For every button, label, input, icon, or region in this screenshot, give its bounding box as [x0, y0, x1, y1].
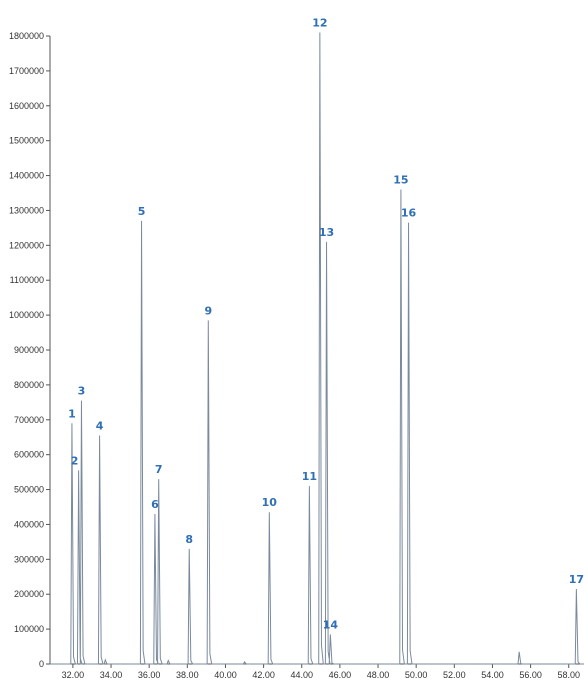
y-tick-label: 100000 [14, 624, 44, 634]
y-tick-label: 1600000 [9, 101, 44, 111]
y-tick-label: 400000 [14, 519, 44, 529]
y-tick-label: 0 [39, 659, 44, 669]
peak-label-1: 1 [68, 407, 76, 420]
y-tick-label: 1500000 [9, 136, 44, 146]
peak-label-13: 13 [319, 226, 334, 239]
peak-label-15: 15 [393, 174, 408, 187]
peak-label-17: 17 [569, 573, 584, 586]
peak-label-8: 8 [185, 533, 193, 546]
peak-label-2: 2 [71, 454, 79, 467]
peak-label-12: 12 [312, 17, 327, 30]
peak-label-14: 14 [323, 618, 339, 631]
peak-label-6: 6 [151, 498, 159, 511]
x-tick-label: 44.00 [290, 670, 313, 680]
peak-label-3: 3 [78, 385, 86, 398]
peak-label-5: 5 [138, 205, 146, 218]
y-tick-label: 600000 [14, 450, 44, 460]
y-tick-label: 1700000 [9, 66, 44, 76]
y-tick-label: 1100000 [10, 275, 44, 285]
y-tick-label: 800000 [14, 380, 44, 390]
peak-label-7: 7 [155, 463, 163, 476]
peak-label-16: 16 [401, 207, 417, 220]
x-tick-label: 56.00 [519, 670, 542, 680]
x-tick-label: 40.00 [214, 670, 237, 680]
y-tick-label: 900000 [14, 345, 44, 355]
y-axis: 0 100000 200000 300000 400000 500000 600000 700… [9, 31, 51, 669]
y-tick-label: 1800000 [9, 31, 44, 41]
peak-label-11: 11 [302, 470, 317, 483]
x-tick-label: 38.00 [176, 670, 199, 680]
x-tick-label: 50.00 [405, 670, 428, 680]
peak-label-9: 9 [204, 304, 212, 317]
y-tick-label: 1400000 [9, 171, 44, 181]
x-tick-label: 32.00 [62, 670, 85, 680]
y-tick-label: 700000 [14, 415, 44, 425]
x-tick-label: 58.00 [557, 670, 580, 680]
y-tick-label: 200000 [14, 589, 44, 599]
y-tick-label: 500000 [14, 485, 44, 495]
x-tick-label: 52.00 [443, 670, 466, 680]
y-tick-label: 1300000 [9, 205, 44, 215]
y-tick-label: 300000 [14, 554, 44, 564]
x-tick-label: 46.00 [329, 670, 352, 680]
chromatogram-trace [50, 32, 584, 665]
y-tick-label: 1200000 [9, 240, 44, 250]
y-tick-label: 1000000 [9, 310, 44, 320]
x-tick-label: 48.00 [367, 670, 390, 680]
peak-label-4: 4 [96, 419, 104, 432]
x-tick-label: 34.00 [100, 670, 123, 680]
x-axis: 32.00 34.00 36.00 38.00 40.00 42.00 44.00 46.00… [50, 663, 584, 680]
peak-label-10: 10 [262, 496, 278, 509]
x-tick-label: 42.00 [252, 670, 275, 680]
x-tick-label: 54.00 [481, 670, 504, 680]
x-tick-label: 36.00 [138, 670, 161, 680]
